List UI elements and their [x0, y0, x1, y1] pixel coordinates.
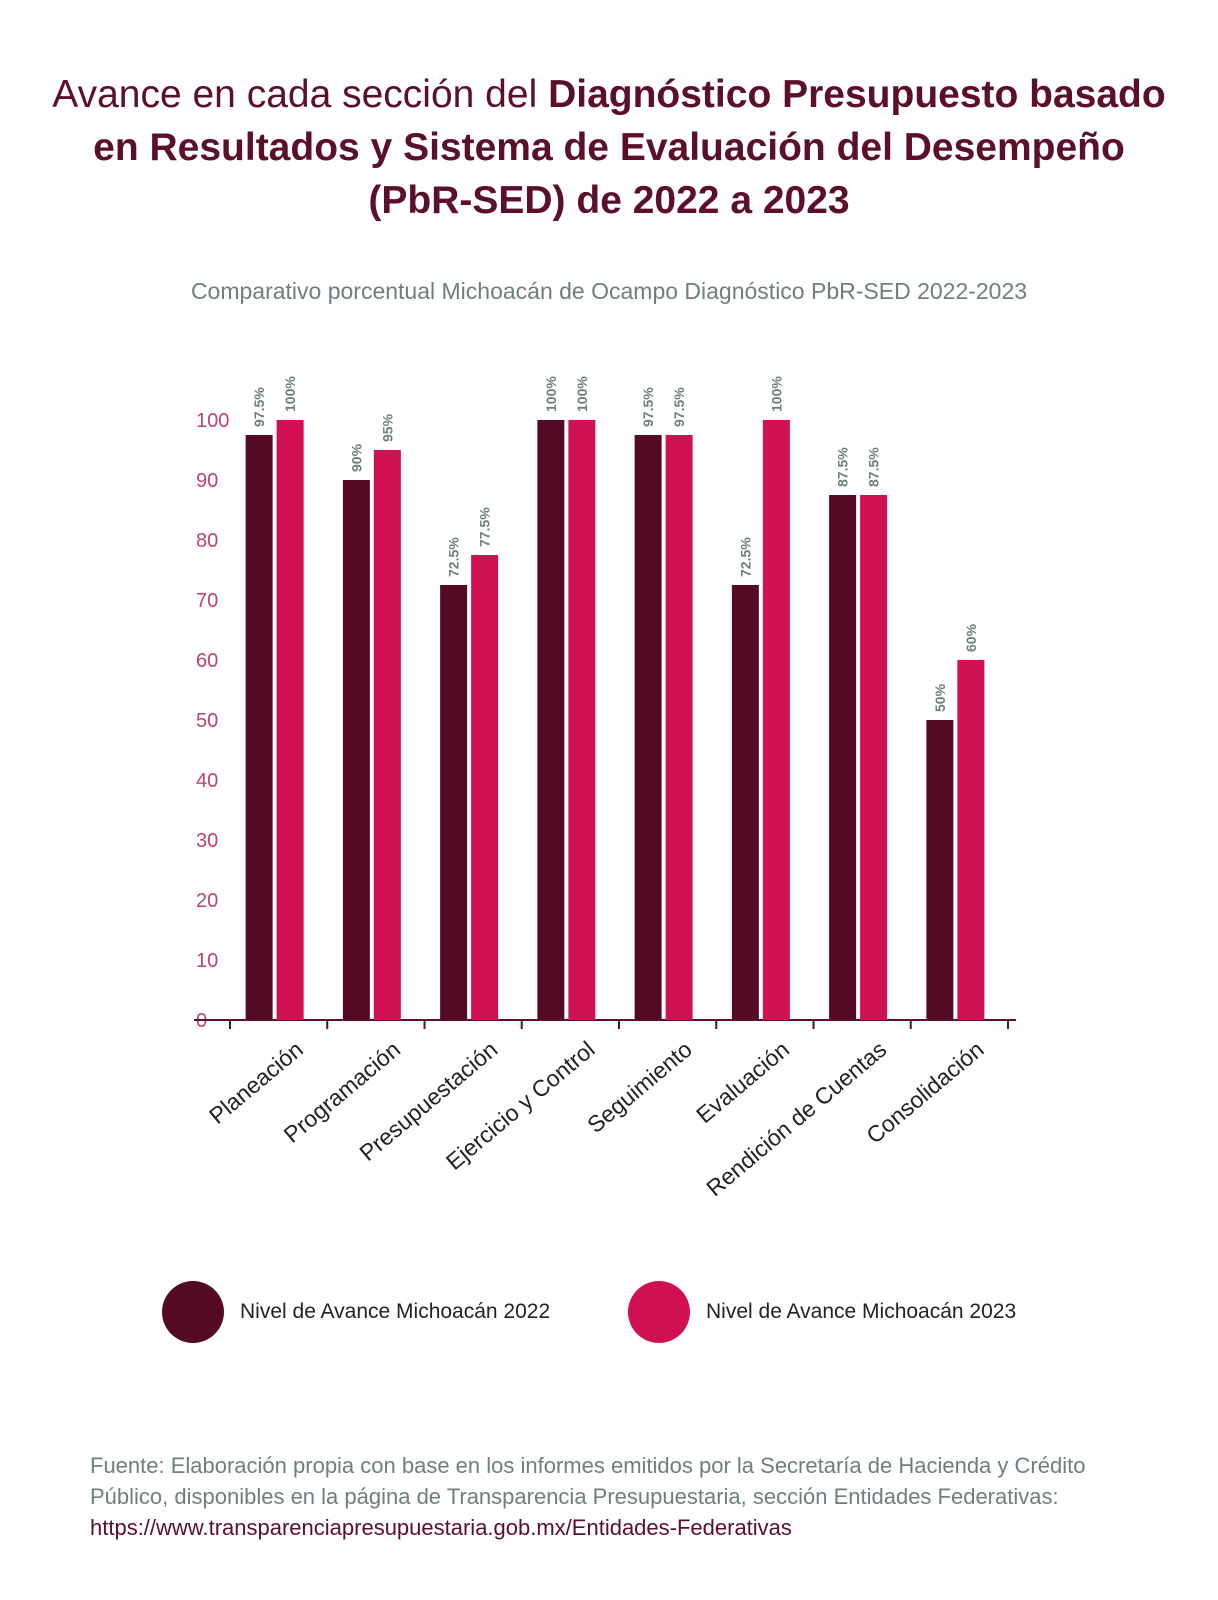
bar-2023 — [860, 495, 888, 1020]
chart-subtitle: Comparativo porcentual Michoacán de Ocam… — [190, 278, 1028, 304]
legend-item-2022: Nivel de Avance Michoacán 2022 — [162, 1280, 550, 1344]
bar-2022 — [829, 495, 857, 1020]
bar-2022 — [440, 585, 468, 1020]
bar-2023 — [373, 450, 401, 1020]
bar-2023 — [276, 420, 304, 1020]
data-label-2023: 97.5% — [671, 387, 687, 427]
data-label-2022: 97.5% — [251, 387, 267, 427]
data-label-2023: 77.5% — [477, 507, 493, 547]
page-title: Avance en cada sección del Diagnóstico P… — [40, 68, 1178, 227]
y-tick-label: 100 — [196, 410, 229, 432]
source-text: Fuente: Elaboración propia con base en l… — [90, 1453, 1086, 1509]
y-tick-label: 50 — [196, 710, 218, 732]
legend-swatch-2023 — [628, 1281, 690, 1343]
y-tick-label: 10 — [196, 950, 218, 972]
data-label-2022: 97.5% — [640, 387, 656, 427]
data-label-2023: 95% — [379, 413, 395, 442]
x-category-label: Rendición de Cuentas — [701, 1036, 891, 1201]
bar-2023 — [762, 420, 790, 1020]
bar-2022 — [926, 720, 954, 1020]
title-bold-part: Diagnóstico Presupuesto basado en Result… — [93, 73, 1166, 222]
bar-2023 — [568, 420, 596, 1020]
title-light-part: Avance en cada sección del — [52, 73, 549, 116]
y-tick-label: 30 — [196, 830, 218, 852]
data-label-2023: 87.5% — [866, 447, 882, 487]
y-tick-label: 20 — [196, 890, 218, 912]
bar-2022 — [342, 480, 370, 1020]
x-category-label: Evaluación — [691, 1036, 794, 1128]
bar-2022 — [731, 585, 759, 1020]
x-category-label: Planeación — [204, 1036, 308, 1129]
data-label-2023: 60% — [963, 623, 979, 652]
source-link[interactable]: https://www.transparenciapresupuestaria.… — [90, 1515, 792, 1540]
data-label-2023: 100% — [574, 376, 590, 412]
bar-2023 — [665, 435, 693, 1020]
x-category-label: Seguimiento — [582, 1036, 697, 1138]
bar-2022 — [634, 435, 662, 1020]
bar-2023 — [957, 660, 985, 1020]
data-label-2022: 50% — [932, 683, 948, 712]
bar-chart: 010203040506070809010097.5%100%Planeació… — [194, 376, 1016, 1201]
data-label-2022: 87.5% — [835, 447, 851, 487]
data-label-2022: 72.5% — [737, 537, 753, 577]
y-tick-label: 80 — [196, 530, 218, 552]
data-label-2022: 100% — [543, 376, 559, 412]
legend-label-2022: Nivel de Avance Michoacán 2022 — [240, 1300, 551, 1323]
y-tick-label: 70 — [196, 590, 218, 612]
source-note: Fuente: Elaboración propia con base en l… — [90, 1450, 1140, 1543]
legend-swatch-2022 — [162, 1281, 224, 1343]
y-tick-label: 40 — [196, 770, 218, 792]
data-label-2023: 100% — [768, 376, 784, 412]
y-tick-label: 60 — [196, 650, 218, 672]
bar-2022 — [245, 435, 273, 1020]
bar-2022 — [537, 420, 565, 1020]
legend-item-2023: Nivel de Avance Michoacán 2023 — [628, 1280, 1016, 1344]
bar-2023 — [471, 555, 499, 1020]
data-label-2023: 100% — [282, 376, 298, 412]
y-tick-label: 90 — [196, 470, 218, 492]
legend-label-2023: Nivel de Avance Michoacán 2023 — [706, 1300, 1017, 1323]
data-label-2022: 90% — [348, 443, 364, 472]
data-label-2022: 72.5% — [446, 537, 462, 577]
